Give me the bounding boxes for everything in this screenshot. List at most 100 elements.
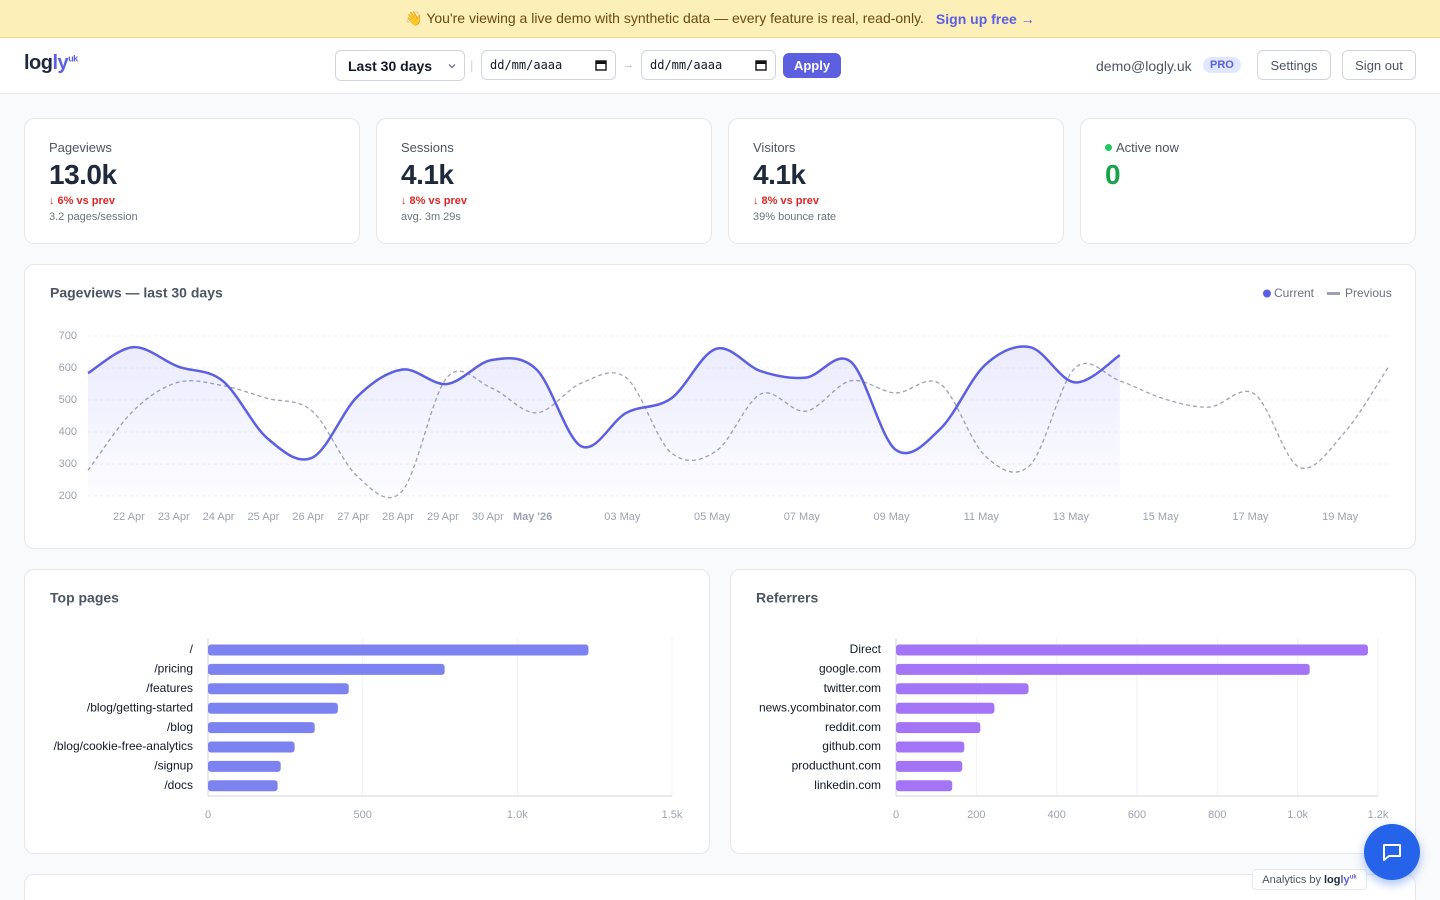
series-line: [87, 362, 1390, 499]
badge-logo: loglyuk: [1324, 874, 1357, 886]
stat-value: 4.1k: [753, 159, 806, 190]
date-from[interactable]: dd/mm/aaaa: [481, 50, 616, 80]
category-label: Direct: [850, 642, 882, 656]
settings-button[interactable]: Settings: [1257, 50, 1331, 80]
date-from-text: dd/mm/aaaa: [490, 58, 563, 72]
x-tick-label: 0: [893, 809, 899, 821]
y-tick-label: 200: [59, 490, 77, 502]
logo-sup: uk: [1349, 873, 1357, 880]
y-tick-label: 600: [59, 362, 77, 374]
stat-label: Pageviews: [49, 140, 112, 155]
y-tick-label: 700: [59, 330, 77, 342]
y-tick-label: 300: [59, 458, 77, 470]
separator: |: [470, 58, 474, 73]
x-tick-label: 17 May: [1232, 511, 1269, 523]
x-tick-label: 0: [205, 809, 211, 821]
logo-accent: ly: [52, 52, 69, 74]
category-label: /blog/getting-started: [87, 700, 193, 714]
bar: [896, 644, 1368, 656]
legend-label: Current: [1274, 286, 1315, 300]
category-label: /blog/cookie-free-analytics: [54, 739, 193, 753]
x-tick-label: 26 Apr: [292, 511, 324, 523]
category-label: linkedin.com: [814, 778, 881, 792]
analytics-badge[interactable]: Analytics by loglyuk: [1252, 869, 1367, 890]
legend-swatch: [1327, 292, 1340, 295]
x-tick-label: 500: [353, 809, 371, 821]
stat-card: Sessions 4.1k ↓ 8% vs prev avg. 3m 29s: [376, 118, 712, 244]
apply-button[interactable]: Apply: [783, 53, 841, 78]
header: loglyuk Last 30 days | dd/mm/aaaa → dd/m…: [0, 38, 1440, 94]
chat-button[interactable]: [1364, 824, 1420, 880]
logo-main: log: [1324, 873, 1341, 886]
logo-main: log: [24, 52, 53, 74]
x-tick-label: 22 Apr: [113, 511, 145, 523]
x-tick-label: 28 Apr: [382, 511, 414, 523]
stat-delta: ↓ 6% vs prev: [49, 195, 116, 207]
sign-out-button[interactable]: Sign out: [1342, 50, 1416, 80]
logo[interactable]: loglyuk: [24, 52, 78, 75]
x-tick-label: 1.5k: [662, 809, 683, 821]
logo-accent: ly: [1340, 873, 1350, 886]
stat-value: 13.0k: [49, 159, 117, 190]
x-tick-label: 11 May: [964, 511, 1000, 523]
line-chart-card: Pageviews — last 30 days 200 300 400 500 600 7…: [24, 264, 1416, 549]
bar-chart: Referrers 0 200 400 600 800 1.0k 1.2k Direct goog…: [756, 590, 1389, 821]
category-label: twitter.com: [824, 681, 881, 695]
chart-title: Pageviews — last 30 days: [50, 285, 223, 301]
stat-label: Active now: [1116, 140, 1179, 155]
x-tick-label: 25 Apr: [248, 511, 280, 523]
demo-banner: 👋 You're viewing a live demo with synthe…: [0, 0, 1440, 38]
calendar-icon: [595, 60, 607, 71]
bar: [208, 780, 278, 792]
stat-card: Active now 0: [1080, 118, 1416, 244]
category-label: news.ycombinator.com: [759, 700, 881, 714]
chart-title: Top pages: [50, 590, 119, 606]
stat-card: Pageviews 13.0k ↓ 6% vs prev 3.2 pages/s…: [24, 118, 360, 244]
x-tick-label: 19 May: [1322, 511, 1359, 523]
bar: [208, 741, 295, 753]
category-label: github.com: [822, 739, 881, 753]
bar-chart-card: Top pages 0 500 1.0k 1.5k / /pricing/features /…: [24, 569, 710, 854]
badge-text: Analytics by: [1262, 873, 1321, 886]
x-tick-label: 07 May: [784, 511, 821, 523]
calendar-icon: [755, 60, 767, 71]
x-tick-label: 13 May: [1053, 511, 1090, 523]
x-tick-label: 27 Apr: [337, 511, 369, 523]
stat-card: Visitors 4.1k ↓ 8% vs prev 39% bounce ra…: [728, 118, 1064, 244]
series-line: [87, 345, 1121, 461]
range-arrow: →: [623, 59, 634, 71]
chat-icon: [1383, 844, 1401, 861]
signup-link[interactable]: Sign up free →: [935, 10, 1035, 27]
x-tick-label: 24 Apr: [203, 511, 235, 523]
bar: [896, 780, 953, 792]
bar: [208, 683, 349, 695]
line-chart: Pageviews — last 30 days 200 300 400 500 600 7…: [50, 285, 1392, 523]
range-select[interactable]: Last 30 days: [335, 50, 465, 81]
bar: [896, 760, 963, 772]
x-tick-label: 1.2k: [1368, 809, 1389, 821]
banner-text: 👋 You're viewing a live demo with synthe…: [405, 10, 924, 26]
category-label: /pricing: [154, 662, 193, 676]
range-select-text: Last 30 days: [348, 57, 433, 74]
x-tick-label: 1.0k: [1287, 809, 1308, 821]
x-tick-label: 09 May: [873, 511, 910, 523]
bar: [208, 644, 589, 656]
x-tick-label: 05 May: [694, 511, 731, 523]
plan-badge: PRO: [1203, 57, 1241, 73]
category-label: /: [190, 642, 194, 656]
stat-delta: ↓ 8% vs prev: [401, 195, 468, 207]
legend-swatch: [1263, 289, 1271, 298]
x-tick-label: 03 May: [604, 511, 641, 523]
stat-label: Sessions: [401, 140, 454, 155]
y-tick-label: 400: [59, 426, 77, 438]
bar: [208, 760, 281, 772]
date-to[interactable]: dd/mm/aaaa: [641, 50, 776, 80]
category-label: /docs: [164, 778, 193, 792]
area-fill: [88, 346, 1120, 496]
category-label: /blog: [167, 720, 193, 734]
x-tick-label: 600: [1128, 809, 1146, 821]
bar: [896, 702, 995, 714]
date-to-text: dd/mm/aaaa: [650, 58, 723, 72]
chevron-icon: [448, 63, 456, 68]
